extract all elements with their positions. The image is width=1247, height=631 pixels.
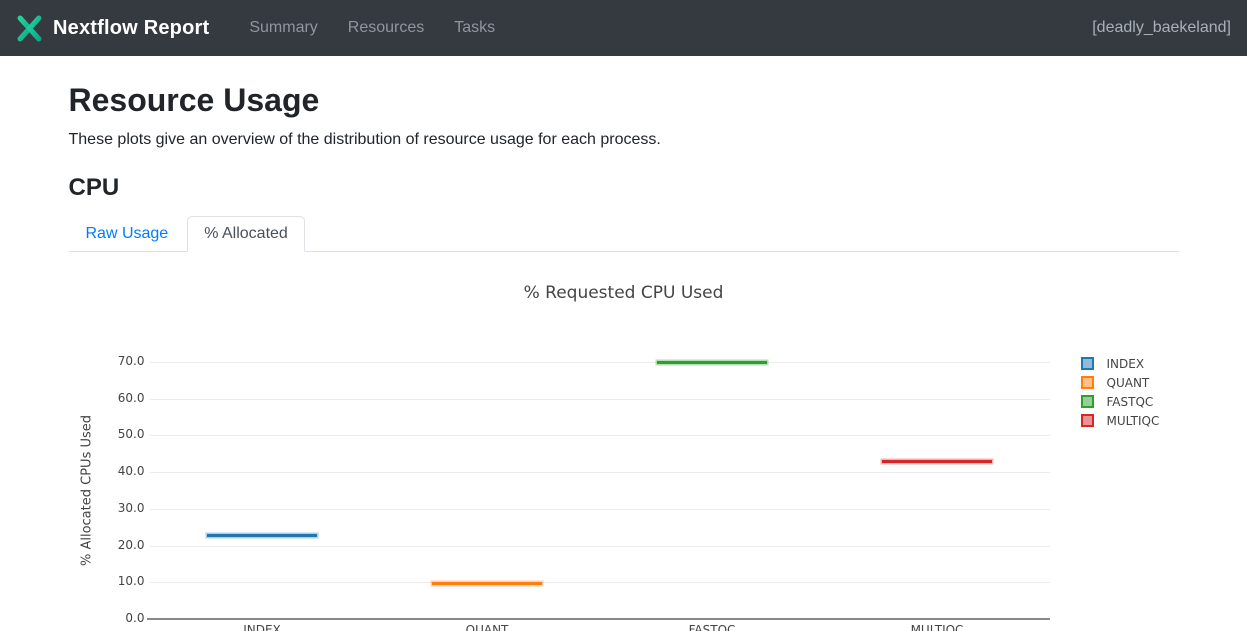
legend-label: FASTQC	[1107, 395, 1154, 409]
box-line-index[interactable]	[207, 534, 317, 537]
y-tick-label: 10.0	[69, 574, 145, 588]
navbar-brand-title: Nextflow Report	[53, 17, 209, 40]
chart-title: % Requested CPU Used	[69, 283, 1179, 303]
legend-swatch-fastqc	[1081, 395, 1094, 408]
page-title: Resource Usage	[69, 82, 1179, 119]
section-heading-cpu: CPU	[69, 174, 1179, 202]
y-tick-label: 30.0	[69, 501, 145, 515]
legend-item-quant[interactable]: QUANT	[1081, 373, 1150, 392]
y-tick-label: 50.0	[69, 427, 145, 441]
navbar-brand[interactable]: Nextflow Report	[16, 15, 209, 42]
legend-label: INDEX	[1107, 357, 1145, 371]
gridline-y60	[150, 399, 1050, 400]
box-line-quant[interactable]	[432, 582, 542, 585]
legend-item-fastqc[interactable]: FASTQC	[1081, 392, 1154, 411]
x-tick-label-multiqc: MULTIQC	[862, 623, 1012, 631]
nav-link-resources[interactable]: Resources	[336, 11, 436, 45]
legend-swatch-index	[1081, 357, 1094, 370]
legend-label: MULTIQC	[1107, 414, 1160, 428]
y-tick-label: 60.0	[69, 391, 145, 405]
x-tick-label-quant: QUANT	[412, 623, 562, 631]
x-axis-line	[147, 618, 1050, 620]
box-line-fastqc[interactable]	[657, 361, 767, 364]
top-navbar: Nextflow Report Summary Resources Tasks …	[0, 0, 1247, 56]
page-description: These plots give an overview of the dist…	[69, 131, 1179, 149]
gridline-y30	[150, 509, 1050, 510]
nav-link-tasks[interactable]: Tasks	[442, 11, 507, 45]
tab-raw-usage[interactable]: Raw Usage	[69, 216, 186, 252]
y-tick-label: 20.0	[69, 538, 145, 552]
session-name: [deadly_baekeland]	[1092, 19, 1231, 37]
legend-item-index[interactable]: INDEX	[1081, 354, 1145, 373]
legend-swatch-multiqc	[1081, 414, 1094, 427]
x-tick-label-fastqc: FASTQC	[637, 623, 787, 631]
y-tick-label: 70.0	[69, 354, 145, 368]
box-line-multiqc[interactable]	[882, 460, 992, 463]
navbar-links: Summary Resources Tasks	[237, 11, 507, 45]
legend-swatch-quant	[1081, 376, 1094, 389]
gridline-y20	[150, 546, 1050, 547]
gridline-y70	[150, 362, 1050, 363]
gridline-y50	[150, 435, 1050, 436]
cpu-allocated-chart: % Requested CPU Used % Allocated CPUs Us…	[69, 252, 1179, 631]
gridline-y10	[150, 582, 1050, 583]
tab-pct-allocated[interactable]: % Allocated	[187, 216, 305, 252]
x-tick-label-index: INDEX	[187, 623, 337, 631]
y-tick-label: 0.0	[69, 611, 145, 625]
nav-link-summary[interactable]: Summary	[237, 11, 329, 45]
legend-item-multiqc[interactable]: MULTIQC	[1081, 411, 1160, 430]
legend-label: QUANT	[1107, 376, 1150, 390]
main-content: Resource Usage These plots give an overv…	[69, 82, 1179, 631]
gridline-y40	[150, 472, 1050, 473]
cpu-tab-bar: Raw Usage % Allocated	[69, 216, 1179, 252]
y-tick-label: 40.0	[69, 464, 145, 478]
nextflow-logo-icon	[16, 15, 43, 42]
